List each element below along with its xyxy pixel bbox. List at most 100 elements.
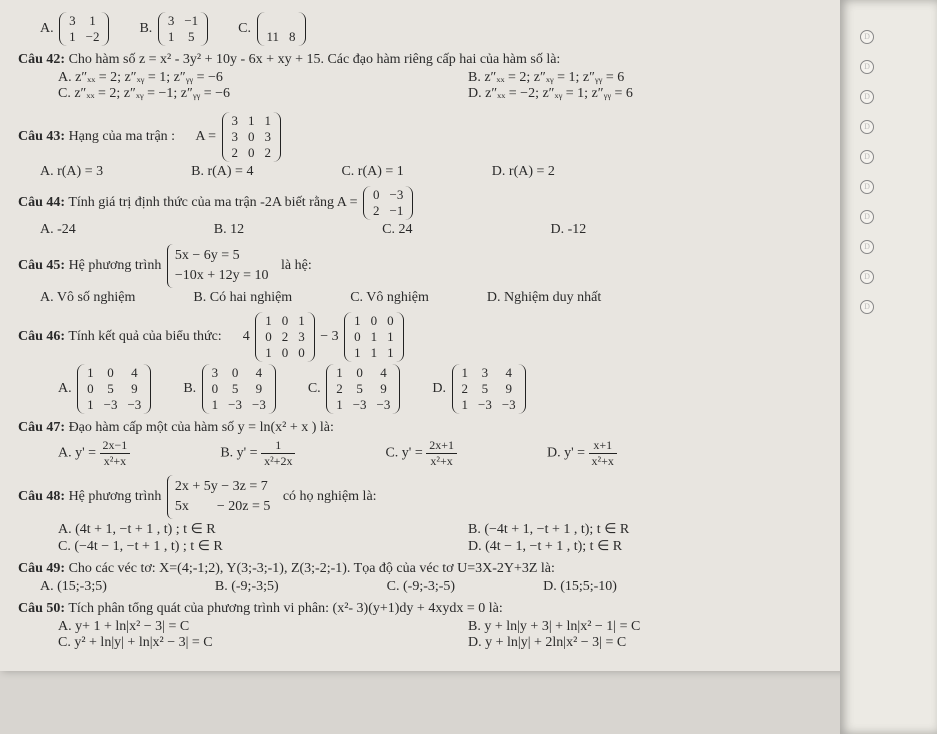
q46-m2: 100 011 111 xyxy=(344,312,404,362)
q45-text: Hệ phương trình xyxy=(69,258,162,273)
q43-c: C. r(A) = 1 xyxy=(341,164,403,180)
q44-label: Câu 44: xyxy=(18,195,65,210)
q49-c: C. (-9;-3;-5) xyxy=(387,579,455,595)
q50-b: B. y + ln|y + 3| + ln|x² − 1| = C xyxy=(468,619,838,635)
q48-row2: C. (−4t − 1, −t + 1 , t) ; t ∈ R D. (4t … xyxy=(58,538,838,555)
bubble[interactable]: D xyxy=(860,30,874,44)
bubble[interactable]: D xyxy=(860,90,874,104)
q50-label: Câu 50: xyxy=(18,601,65,616)
q44-matrix: 0−3 2−1 xyxy=(363,186,413,220)
q49-a: A. (15;-3;5) xyxy=(40,579,107,595)
q46-b: B. 304 059 1−3−3 xyxy=(183,364,278,414)
q50-row1: A. y+ 1 + ln|x² − 3| = C B. y + ln|y + 3… xyxy=(58,619,838,635)
bubble[interactable]: D xyxy=(860,150,874,164)
q48-text: Hệ phương trình xyxy=(69,489,162,504)
q45-suffix: là hệ: xyxy=(281,258,312,273)
bubble[interactable]: D xyxy=(860,240,874,254)
q42-c: C. z″ₓₓ = 2; z″ₓᵧ = −1; z″ᵧᵧ = −6 xyxy=(58,86,428,102)
opt-a: A. 311−2 xyxy=(40,12,111,46)
q44-b: B. 12 xyxy=(214,222,244,238)
q47-label: Câu 47: xyxy=(18,420,65,435)
q46-mid: − 3 xyxy=(320,329,338,344)
q48-suffix: có họ nghiệm là: xyxy=(283,489,377,504)
q43-a: A. r(A) = 3 xyxy=(40,164,103,180)
q45-opts: A. Vô số nghiệm B. Có hai nghiệm C. Vô n… xyxy=(40,290,838,306)
q43-opts: A. r(A) = 3 B. r(A) = 4 C. r(A) = 1 D. r… xyxy=(40,164,838,180)
q46-opts: A. 104 059 1−3−3 B. 304 059 1−3−3 C. 104… xyxy=(58,364,838,414)
q49: Câu 49: Cho các véc tơ: X=(4;-1;2), Y(3;… xyxy=(18,561,838,577)
q42-b: B. z″ₓₓ = 2; z″ₓᵧ = 1; z″ᵧᵧ = 6 xyxy=(468,70,838,86)
q43-d: D. r(A) = 2 xyxy=(492,164,555,180)
q45-system: 5x − 6y = 5 −10x + 12y = 10 xyxy=(167,244,276,288)
q42-text: Cho hàm số z = x² - 3y² + 10y - 6x + xy … xyxy=(69,52,561,67)
q47: Câu 47: Đạo hàm cấp một của hàm số y = l… xyxy=(18,420,838,436)
q43-matlabel: A = xyxy=(195,129,216,144)
q43: Câu 43: Hạng của ma trận : A = 311 303 2… xyxy=(18,112,838,162)
q47-text: Đạo hàm cấp một của hàm số y = ln(x² + x… xyxy=(69,420,334,435)
answer-sheet-strip: D D D D D D D D D D xyxy=(840,0,937,734)
q42: Câu 42: Cho hàm số z = x² - 3y² + 10y - … xyxy=(18,52,838,68)
q44-text: Tính giá trị định thức của ma trận -2A b… xyxy=(68,195,357,210)
bubble[interactable]: D xyxy=(860,180,874,194)
q47-b: B. y' = 1x²+2x xyxy=(220,438,295,469)
q46: Câu 46: Tính kết quả của biểu thức: 4 10… xyxy=(18,312,838,362)
q44-d: D. -12 xyxy=(550,222,586,238)
q46-m1: 101 023 100 xyxy=(255,312,315,362)
q48-d: D. (4t − 1, −t + 1 , t); t ∈ R xyxy=(468,538,838,555)
q43-text: Hạng của ma trận : xyxy=(69,129,176,144)
q42-row2: C. z″ₓₓ = 2; z″ₓᵧ = −1; z″ᵧᵧ = −6 D. z″ₓ… xyxy=(58,86,838,102)
q50-text: Tích phân tổng quát của phương trình vi … xyxy=(68,601,502,616)
q48-b: B. (−4t + 1, −t + 1 , t); t ∈ R xyxy=(468,521,838,538)
q49-label: Câu 49: xyxy=(18,561,65,576)
q46-a: A. 104 059 1−3−3 xyxy=(58,364,153,414)
q41-options: A. 311−2 B. 3−115 C. 118 xyxy=(40,12,838,46)
q44: Câu 44: Tính giá trị định thức của ma tr… xyxy=(18,186,838,220)
q50-a: A. y+ 1 + ln|x² − 3| = C xyxy=(58,619,428,635)
q47-d: D. y' = x+1x²+x xyxy=(547,438,617,469)
q48-row1: A. (4t + 1, −t + 1 , t) ; t ∈ R B. (−4t … xyxy=(58,521,838,538)
q48-a: A. (4t + 1, −t + 1 , t) ; t ∈ R xyxy=(58,521,428,538)
bubble[interactable]: D xyxy=(860,210,874,224)
bubble-column: D D D D D D D D D D xyxy=(840,0,937,314)
q44-opts: A. -24 B. 12 C. 24 D. -12 xyxy=(40,222,838,238)
q42-row1: A. z″ₓₓ = 2; z″ₓᵧ = 1; z″ᵧᵧ = −6 B. z″ₓₓ… xyxy=(58,70,838,86)
q49-text: Cho các véc tơ: X=(4;-1;2), Y(3;-3;-1), … xyxy=(69,561,555,576)
q45-label: Câu 45: xyxy=(18,258,65,273)
q46-pre: 4 xyxy=(243,329,250,344)
q47-c: C. y' = 2x+1x²+x xyxy=(385,438,457,469)
q43-b: B. r(A) = 4 xyxy=(191,164,253,180)
opt-c: C. 118 xyxy=(238,12,307,46)
q50-row2: C. y² + ln|y| + ln|x² − 3| = C D. y + ln… xyxy=(58,635,838,651)
q45-c: C. Vô nghiệm xyxy=(350,290,429,306)
bubble[interactable]: D xyxy=(860,60,874,74)
exam-page: A. 311−2 B. 3−115 C. 118 Câu 42: Cho hàm… xyxy=(0,0,856,671)
q42-label: Câu 42: xyxy=(18,52,65,67)
q50: Câu 50: Tích phân tổng quát của phương t… xyxy=(18,601,838,617)
q46-c: C. 104 259 1−3−3 xyxy=(308,364,403,414)
q45-b: B. Có hai nghiệm xyxy=(193,290,292,306)
q49-opts: A. (15;-3;5) B. (-9;-3;5) C. (-9;-3;-5) … xyxy=(40,579,838,595)
bubble[interactable]: D xyxy=(860,300,874,314)
q45-d: D. Nghiệm duy nhất xyxy=(487,290,601,306)
q49-d: D. (15;5;-10) xyxy=(543,579,617,595)
q47-opts: A. y' = 2x−1x²+x B. y' = 1x²+2x C. y' = … xyxy=(58,438,838,469)
q43-label: Câu 43: xyxy=(18,129,65,144)
q44-c: C. 24 xyxy=(382,222,412,238)
bubble[interactable]: D xyxy=(860,270,874,284)
q48: Câu 48: Hệ phương trình 2x + 5y − 3z = 7… xyxy=(18,475,838,519)
q48-label: Câu 48: xyxy=(18,489,65,504)
q42-a: A. z″ₓₓ = 2; z″ₓᵧ = 1; z″ᵧᵧ = −6 xyxy=(58,70,428,86)
q46-label: Câu 46: xyxy=(18,329,65,344)
opt-b: B. 3−115 xyxy=(139,12,210,46)
q45: Câu 45: Hệ phương trình 5x − 6y = 5 −10x… xyxy=(18,244,838,288)
q44-a: A. -24 xyxy=(40,222,76,238)
q49-b: B. (-9;-3;5) xyxy=(215,579,279,595)
q50-d: D. y + ln|y| + 2ln|x² − 3| = C xyxy=(468,635,838,651)
q46-d: D. 134 259 1−3−3 xyxy=(432,364,527,414)
q42-d: D. z″ₓₓ = −2; z″ₓᵧ = 1; z″ᵧᵧ = 6 xyxy=(468,86,838,102)
q48-system: 2x + 5y − 3z = 7 5x − 20z = 5 xyxy=(167,475,278,519)
q43-matrix: 311 303 202 xyxy=(222,112,282,162)
q48-c: C. (−4t − 1, −t + 1 , t) ; t ∈ R xyxy=(58,538,428,555)
bubble[interactable]: D xyxy=(860,120,874,134)
q45-a: A. Vô số nghiệm xyxy=(40,290,135,306)
